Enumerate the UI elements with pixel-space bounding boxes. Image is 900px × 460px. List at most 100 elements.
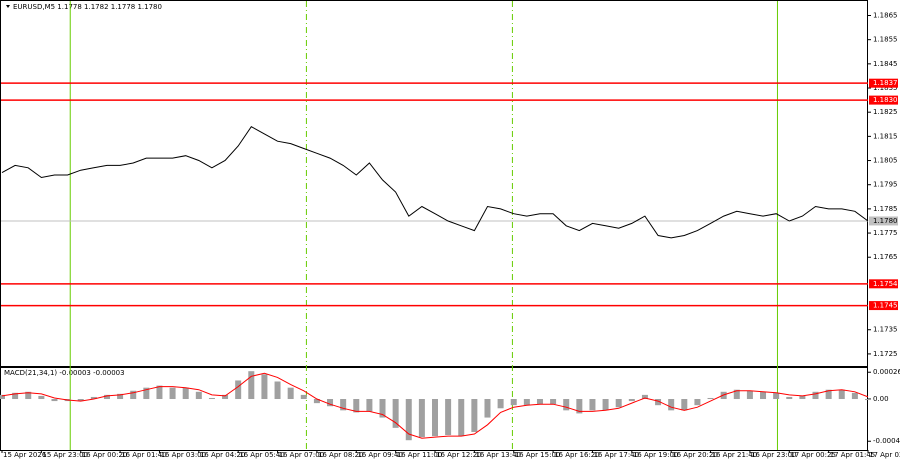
x-tick-label: 16 Apr 05:40 — [239, 451, 285, 459]
histogram-bar — [353, 399, 360, 413]
y-tick-label: 1.1865 — [873, 12, 898, 20]
histogram-bar — [786, 396, 793, 400]
y-tick-label: 1.1815 — [873, 132, 898, 140]
histogram-bar — [90, 396, 97, 400]
y-tick-label: 1.1845 — [873, 60, 898, 68]
x-tick-label: 16 Apr 16:20 — [554, 451, 600, 459]
histogram-bar — [38, 395, 45, 400]
histogram-bar — [707, 397, 714, 400]
x-tick-label: 15 Apr 23:00 — [42, 451, 88, 459]
histogram-bar — [851, 392, 858, 400]
histogram-bar — [799, 395, 806, 400]
x-tick-label: 16 Apr 12:20 — [436, 451, 482, 459]
histogram-bar — [418, 399, 425, 438]
histogram-bar — [366, 399, 373, 412]
macd-title: MACD(21,34,1) -0.00003 -0.00003 — [4, 369, 125, 377]
last-price-tag — [869, 216, 898, 226]
x-tick-label: 16 Apr 00:20 — [82, 451, 128, 459]
x-tick-label: 16 Apr 13:40 — [475, 451, 521, 459]
histogram-bar — [248, 371, 255, 400]
histogram-bar — [497, 399, 504, 409]
histogram-bar — [327, 399, 334, 407]
histogram-bar — [760, 391, 767, 400]
histogram-bar — [825, 389, 832, 400]
histogram-bar — [602, 399, 609, 411]
y-tick-label: 1.1855 — [873, 36, 898, 44]
histogram-bar — [261, 374, 268, 400]
histogram-bar — [103, 394, 110, 400]
histogram-bar — [510, 399, 517, 406]
level-label: 1.1837 — [873, 79, 898, 87]
histogram-bar — [300, 394, 307, 400]
histogram-bar — [458, 399, 465, 437]
histogram-bar — [471, 399, 478, 432]
histogram-bar — [156, 385, 163, 400]
histogram-bar — [484, 399, 491, 418]
y-tick-label: 0.00026 — [873, 368, 900, 376]
histogram-bar — [340, 399, 347, 411]
chart-title: EURUSD,M5 1.1778 1.1782 1.1778 1.1780 — [13, 3, 162, 11]
x-tick-label: 16 Apr 17:40 — [593, 451, 639, 459]
histogram-bar — [287, 387, 294, 400]
histogram-bar — [641, 394, 648, 400]
histogram-bar — [563, 399, 570, 411]
histogram-bar — [169, 387, 176, 400]
histogram-bar — [208, 397, 215, 400]
x-tick-label: 16 Apr 04:20 — [200, 451, 246, 459]
histogram-bar — [615, 399, 622, 408]
histogram-bar — [838, 389, 845, 400]
histogram-bar — [143, 387, 150, 400]
histogram-bar — [195, 391, 202, 400]
y-tick-label: 1.1805 — [873, 157, 898, 165]
histogram-bar — [681, 399, 688, 411]
y-tick-label: 0.00 — [873, 395, 889, 403]
histogram-bar — [77, 399, 84, 402]
histogram-bar — [235, 380, 242, 400]
histogram-bar — [51, 399, 58, 402]
x-tick-label: 17 Apr 03:05 — [869, 451, 900, 459]
histogram-bar — [523, 399, 530, 406]
x-tick-label: 16 Apr 15:00 — [515, 451, 561, 459]
histogram-bar — [694, 399, 701, 406]
y-tick-label: 1.1775 — [873, 229, 898, 237]
histogram-bar — [432, 399, 438, 437]
histogram-bar — [668, 399, 675, 411]
x-tick-label: 16 Apr 01:40 — [121, 451, 167, 459]
level-tag — [869, 301, 898, 311]
x-tick-label: 16 Apr 07:00 — [279, 451, 325, 459]
histogram-bar — [576, 399, 583, 414]
histogram-bar — [733, 389, 740, 400]
histogram-bar — [536, 399, 543, 405]
series-line — [1, 372, 869, 439]
price-frame — [0, 0, 868, 367]
y-tick-label: 1.1735 — [873, 326, 898, 334]
x-tick-label: 16 Apr 23:00 — [751, 451, 797, 459]
x-tick-label: 16 Apr 03:00 — [160, 451, 206, 459]
histogram-bar — [746, 390, 753, 400]
series-line — [1, 126, 869, 239]
symbol-icon — [6, 5, 10, 8]
histogram-bar — [628, 399, 635, 402]
x-tick-label: 16 Apr 19:00 — [633, 451, 679, 459]
histogram-bar — [405, 399, 412, 441]
level-tag — [869, 78, 898, 88]
histogram-bar — [313, 399, 320, 404]
level-tag — [869, 279, 898, 289]
histogram-bar — [274, 381, 281, 400]
histogram-bar — [222, 394, 229, 400]
histogram-bar — [773, 392, 780, 400]
level-label: 1.1754 — [873, 280, 898, 288]
level-label: 1.1830 — [873, 96, 898, 104]
histogram-bar — [655, 399, 662, 406]
x-tick-label: 16 Apr 11:00 — [397, 451, 443, 459]
y-tick-label: 1.1765 — [873, 253, 898, 261]
macd-frame — [0, 367, 868, 451]
last-price-label: 1.1780 — [873, 217, 898, 225]
histogram-bar — [25, 391, 32, 400]
y-tick-label: 1.1725 — [873, 350, 898, 358]
histogram-bar — [445, 399, 452, 436]
level-label: 1.1745 — [873, 302, 898, 310]
histogram-bar — [812, 391, 819, 400]
